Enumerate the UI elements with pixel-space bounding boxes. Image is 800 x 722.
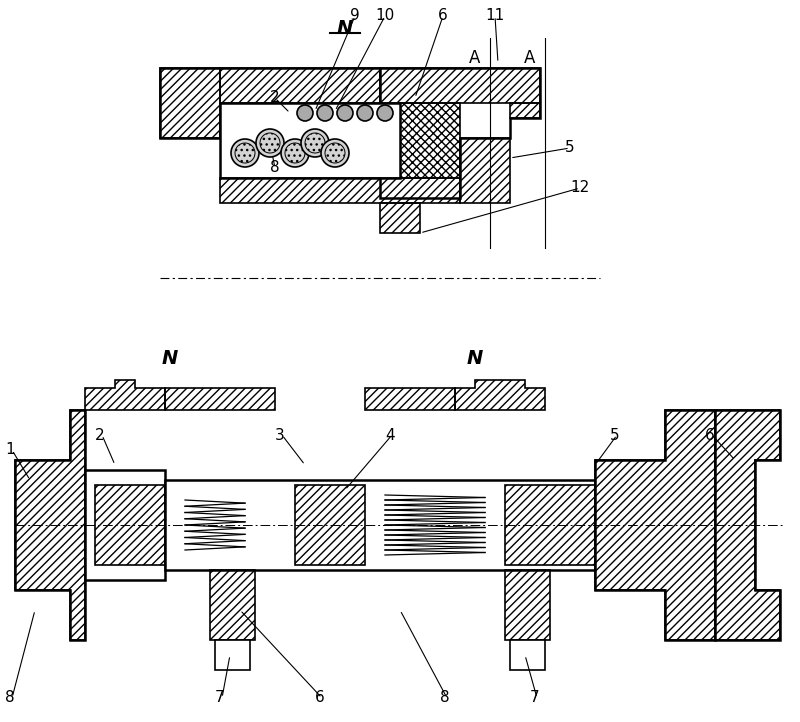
Circle shape — [281, 139, 309, 167]
Circle shape — [377, 105, 393, 121]
Text: 8: 8 — [270, 160, 280, 175]
Text: 12: 12 — [570, 180, 590, 196]
Circle shape — [337, 105, 353, 121]
Circle shape — [357, 105, 373, 121]
Text: 7: 7 — [530, 690, 540, 705]
Polygon shape — [380, 68, 540, 198]
Text: 3: 3 — [275, 427, 285, 443]
Circle shape — [231, 139, 259, 167]
Text: N: N — [162, 349, 178, 367]
Text: 5: 5 — [610, 427, 620, 443]
Text: 4: 4 — [385, 427, 395, 443]
Bar — [165, 480, 595, 570]
Bar — [510, 640, 545, 670]
Text: N: N — [337, 19, 353, 38]
Polygon shape — [160, 68, 380, 138]
Text: 7: 7 — [215, 690, 225, 705]
Text: A: A — [524, 49, 536, 67]
Text: 11: 11 — [486, 9, 505, 24]
Circle shape — [301, 129, 329, 157]
Text: 6: 6 — [438, 9, 448, 24]
Circle shape — [317, 105, 333, 121]
Text: 6: 6 — [705, 427, 715, 443]
Text: 9: 9 — [350, 9, 360, 24]
Text: 8: 8 — [440, 690, 450, 705]
Text: 2: 2 — [95, 427, 105, 443]
Text: 6: 6 — [315, 690, 325, 705]
Text: N: N — [467, 349, 483, 367]
Bar — [215, 640, 250, 670]
Circle shape — [321, 139, 349, 167]
Polygon shape — [15, 410, 85, 640]
Circle shape — [256, 129, 284, 157]
Circle shape — [297, 105, 313, 121]
Polygon shape — [220, 103, 400, 178]
Text: 5: 5 — [565, 141, 575, 155]
Polygon shape — [715, 410, 780, 640]
Bar — [85, 470, 165, 580]
Text: 2: 2 — [270, 90, 280, 105]
Text: 8: 8 — [5, 690, 15, 705]
Text: 1: 1 — [5, 443, 15, 458]
Polygon shape — [595, 410, 715, 640]
Text: A: A — [470, 49, 481, 67]
Text: 10: 10 — [375, 9, 394, 24]
